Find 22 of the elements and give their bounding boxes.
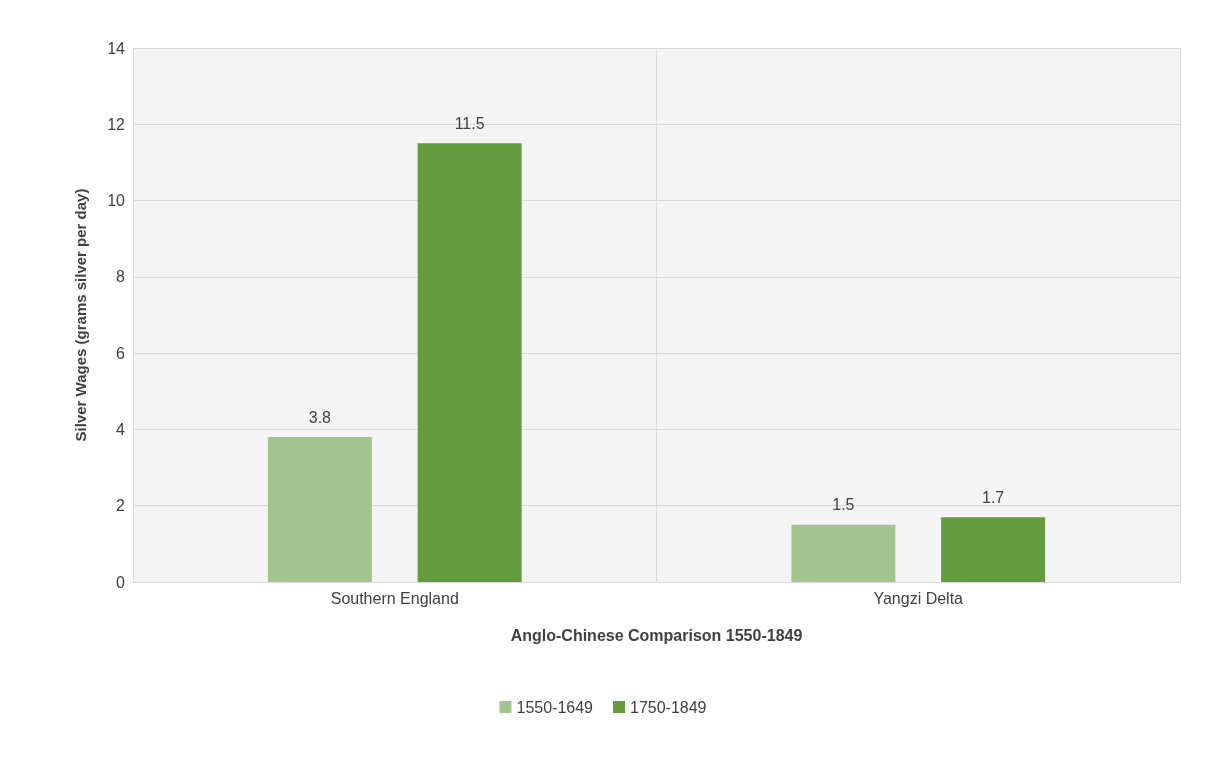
y-tick-label: 14: [107, 39, 126, 57]
y-tick-label: 0: [116, 573, 126, 591]
x-tick-label: Yangzi Delta: [873, 589, 964, 607]
y-tick-label: 4: [116, 420, 126, 438]
data-label: 1.7: [982, 488, 1005, 506]
data-label: 3.8: [308, 408, 332, 426]
legend-label: 1750-1849: [630, 698, 707, 716]
legend-label: 1550-1649: [516, 698, 594, 716]
x-axis-title: Anglo-Chinese Comparison 1550-1849: [510, 626, 803, 644]
bar: [941, 517, 1046, 582]
y-axis-title: Silver Wages (grams silver per day): [72, 188, 89, 442]
x-tick-label: Southern England: [330, 589, 459, 607]
data-label: 11.5: [454, 114, 485, 132]
bar: [267, 437, 372, 582]
bar: [791, 524, 896, 582]
bar: [417, 143, 522, 582]
y-tick-label: 12: [107, 115, 126, 133]
y-tick-label: 6: [116, 344, 126, 362]
data-label: 1.5: [832, 496, 855, 514]
y-tick-label: 8: [116, 268, 126, 286]
y-tick-label: 10: [107, 192, 126, 210]
y-tick-label: 2: [116, 497, 126, 515]
